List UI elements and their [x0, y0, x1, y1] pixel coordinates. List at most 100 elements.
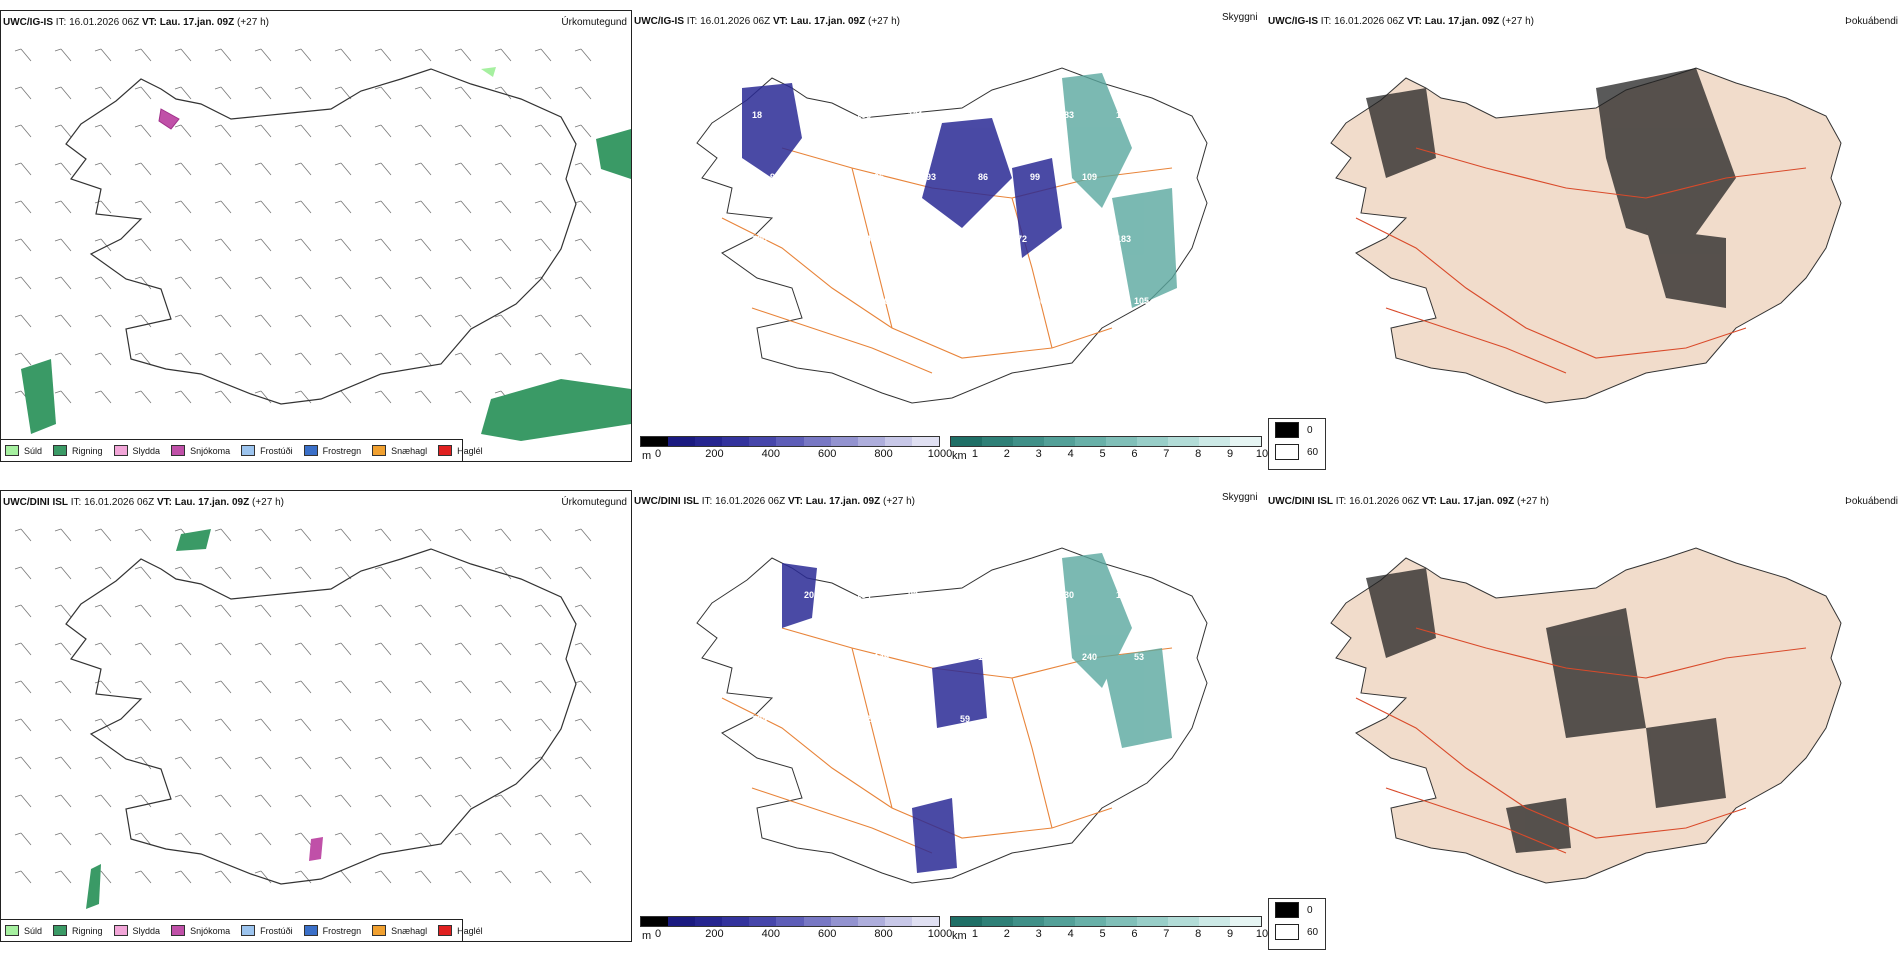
wind-barb — [574, 352, 592, 366]
wind-barb — [414, 528, 432, 542]
visibility-label: 0 — [1307, 424, 1313, 436]
vt-value: Lau. 17.jan. 09Z — [790, 16, 866, 27]
wind-barb — [94, 604, 112, 618]
wind-barb — [14, 124, 32, 138]
wind-barb — [174, 794, 192, 808]
colorbar-segment — [951, 437, 982, 446]
wind-barb — [54, 718, 72, 732]
legend-swatch — [303, 445, 318, 456]
wind-barb — [334, 566, 352, 580]
fog-low-visibility — [1366, 568, 1726, 853]
wind-barb — [454, 238, 472, 252]
cloud-base-panel: UWC/IG-IS IT: 16.01.2026 06Z VT: Lau. 17… — [632, 10, 1266, 462]
legend-swatch — [303, 925, 318, 936]
precip-type-map — [14, 48, 631, 441]
colorbar-tick: 1 — [971, 448, 979, 460]
wind-barb — [134, 528, 152, 542]
wind-barb — [214, 680, 232, 694]
legend-label: Snjókoma — [190, 445, 231, 456]
cloud-base-label: 108 — [1116, 590, 1131, 600]
wind-barb — [174, 162, 192, 176]
wind-barb — [374, 124, 392, 138]
wind-barb — [374, 566, 392, 580]
cloudbase-colorbar: 1 2 3 4 5 6 7 8 9 10 km — [950, 436, 1268, 476]
wind-barb — [54, 756, 72, 770]
map-labels: 114 202 134 83 97 105 30 108 592 111 149 152 171 182 2… — [752, 590, 1144, 724]
cloud-base-label: 106 — [1116, 110, 1131, 120]
wind-barb — [174, 200, 192, 214]
wind-barb — [254, 124, 272, 138]
wind-barb — [494, 680, 512, 694]
wind-barb — [54, 832, 72, 846]
vt-label: VT: — [787, 496, 803, 507]
wind-barb — [294, 528, 312, 542]
colorbar-tick: 4 — [1067, 928, 1074, 940]
wind-barb — [454, 604, 472, 618]
wind-barb — [374, 832, 392, 846]
wind-barb — [94, 86, 112, 100]
wind-barb — [174, 352, 192, 366]
wind-barb — [574, 604, 592, 618]
wind-barb — [54, 314, 72, 328]
cloud-base-label: 104 — [822, 172, 837, 182]
rain-area-south — [481, 379, 631, 441]
wind-barb — [214, 200, 232, 214]
colorbar-segment — [1137, 917, 1168, 926]
visibility-legend: 0 60 — [1268, 418, 1326, 470]
wind-barb — [214, 756, 232, 770]
wind-barb — [254, 642, 272, 656]
colorbar-tick: 200 — [705, 928, 724, 940]
vt-value: Lau. 17.jan. 09Z — [805, 496, 881, 507]
wind-barb — [374, 870, 392, 884]
legend-item: Frostregn — [303, 925, 361, 936]
wind-barb — [294, 794, 312, 808]
panel-title: Þokuábendi — [1845, 496, 1898, 507]
wind-barb — [294, 200, 312, 214]
colorbar-segment — [951, 917, 982, 926]
legend-swatch — [53, 445, 68, 456]
wind-barb — [334, 276, 352, 290]
lead-time: (+27 h) — [1517, 496, 1549, 507]
wind-barb — [574, 314, 592, 328]
cloudbase-ticks: 1 2 3 4 5 6 7 8 9 10 — [950, 447, 1268, 461]
iceland-coastline — [65, 548, 577, 885]
wind-barb — [534, 86, 552, 100]
wind-barb — [334, 314, 352, 328]
visibility-swatch — [1275, 924, 1299, 940]
wind-barb — [214, 86, 232, 100]
panel-header: UWC/IG-IS IT: 16.01.2026 06Z VT: Lau. 17… — [634, 16, 900, 27]
wind-barb — [134, 756, 152, 770]
wind-barb — [14, 604, 32, 618]
colorbar-tick: 7 — [1163, 448, 1170, 460]
wind-barb — [134, 680, 152, 694]
legend-label: Snjókoma — [190, 925, 231, 936]
wind-barb — [494, 238, 512, 252]
legend-swatch — [438, 445, 453, 456]
it-value: 16.01.2026 06Z — [1334, 16, 1405, 27]
colorbar-segment — [1230, 917, 1261, 926]
wind-barb — [534, 718, 552, 732]
legend-swatch — [171, 445, 186, 456]
wind-barb — [14, 832, 32, 846]
wind-barb — [294, 238, 312, 252]
wind-barb — [134, 642, 152, 656]
cloud-base-label: 20 — [960, 110, 970, 120]
wind-barb — [94, 528, 112, 542]
legend-swatch — [372, 925, 387, 936]
wind-barb — [94, 124, 112, 138]
lead-time: (+27 h) — [883, 496, 915, 507]
wind-barb — [334, 832, 352, 846]
colorbar-tick: 0 — [654, 928, 662, 940]
wind-barb — [214, 832, 232, 846]
wind-barb — [54, 604, 72, 618]
wind-barb — [454, 642, 472, 656]
cloud-cover — [782, 563, 987, 873]
wind-barb — [494, 124, 512, 138]
wind-barb — [174, 718, 192, 732]
colorbar-segment — [1044, 917, 1075, 926]
wind-barb — [254, 566, 272, 580]
wind-barb — [54, 162, 72, 176]
fog-index-panel: UWC/IG-IS IT: 16.01.2026 06Z VT: Lau. 17… — [1266, 10, 1900, 462]
wind-barb — [374, 718, 392, 732]
colorbar-tick: 4 — [1067, 448, 1074, 460]
